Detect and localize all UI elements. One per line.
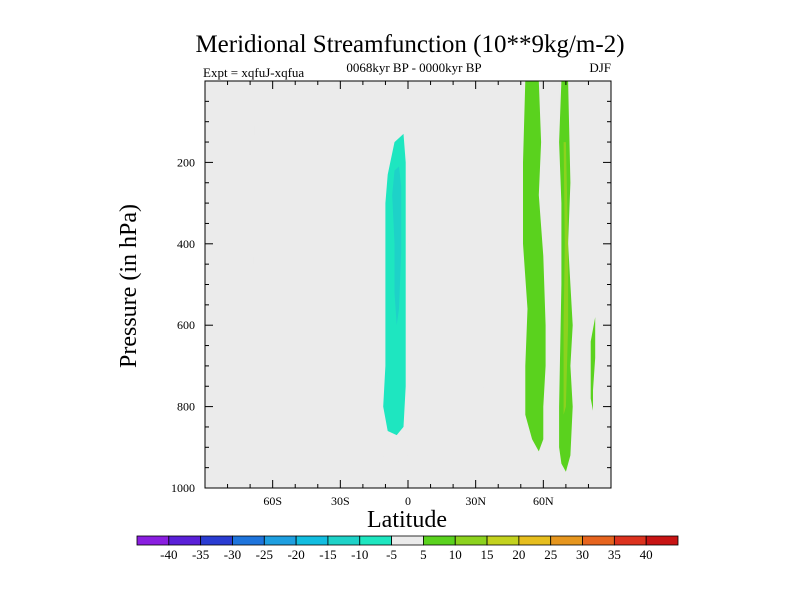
colorbar-label: 20 <box>512 547 525 562</box>
tick-labels: 60S 30S 0 30N 60N 200 400 600 800 1000 <box>171 155 554 508</box>
colorbar-label: 10 <box>449 547 462 562</box>
colorbar-swatch <box>391 535 424 546</box>
colorbar-label: 35 <box>608 547 621 562</box>
colorbar-swatch <box>518 535 552 546</box>
contour-small-cell-30n-b <box>477 341 485 419</box>
colorbar-label: -40 <box>160 547 177 562</box>
colorbar-swatch <box>550 535 583 546</box>
colorbar: -40 -35 -30 -25 -20 -15 -10 -5 5 10 15 20 25 30 35 40 <box>136 535 679 562</box>
colorbar-label: -30 <box>224 547 241 562</box>
y-tick-label: 400 <box>177 237 195 251</box>
contour-small-cell-30n-a <box>464 345 474 411</box>
colorbar-label: -25 <box>256 547 273 562</box>
contour-upper-jet-column <box>419 81 436 138</box>
contour-northern-cell-right-core <box>563 142 569 415</box>
colorbar-swatch <box>168 535 202 546</box>
x-tick-label: 30S <box>331 494 350 508</box>
chart-title: Meridional Streamfunction (10**9kg/m-2) <box>195 31 624 58</box>
colorbar-label: 15 <box>481 547 494 562</box>
x-tick-label: 30N <box>465 494 486 508</box>
x-tick-label: 60S <box>263 494 282 508</box>
axes-ticks <box>204 80 612 489</box>
y-axis-label: Pressure (in hPa) <box>116 204 142 368</box>
contour-narrow-band-60s <box>253 81 257 436</box>
colorbar-swatch <box>613 535 647 546</box>
contour-regions <box>253 81 596 472</box>
colorbar-label: 30 <box>576 547 589 562</box>
colorbar-label: -10 <box>351 547 368 562</box>
colorbar-label: -5 <box>386 547 397 562</box>
colorbar-label: -20 <box>287 547 304 562</box>
colorbar-swatch <box>645 535 679 546</box>
background-gap-northern-cell-b <box>554 81 560 134</box>
colorbar-swatch <box>232 535 265 546</box>
colorbar-label: 5 <box>420 547 427 562</box>
colorbar-swatch <box>582 535 615 546</box>
colorbar-label: -35 <box>192 547 209 562</box>
background-gap-southern-cell <box>426 195 433 220</box>
colorbar-label: -15 <box>319 547 336 562</box>
contour-narrow-band-80n <box>590 317 596 411</box>
y-tick-label: 200 <box>177 155 195 169</box>
background-gap-northern-cell-a <box>545 81 553 147</box>
x-tick-label: 0 <box>405 494 411 508</box>
contour-southern-cell-inner <box>392 166 402 326</box>
colorbar-swatch <box>359 535 392 546</box>
y-tick-label: 600 <box>177 318 195 332</box>
y-tick-label: 800 <box>177 400 195 414</box>
colorbar-label: 25 <box>544 547 557 562</box>
colorbar-swatch <box>263 535 297 546</box>
colorbar-swatch <box>423 535 456 546</box>
x-axis-label: Latitude <box>367 507 447 533</box>
colorbar-swatch <box>136 535 170 546</box>
contour-northern-cell-outer <box>523 81 546 452</box>
colorbar-swatch <box>200 535 233 546</box>
colorbar-swatch <box>327 535 361 546</box>
y-tick-label: 1000 <box>171 481 195 495</box>
chart-subtitle: 0068kyr BP - 0000kyr BP <box>346 60 481 75</box>
experiment-label: Expt = xqfuJ-xqfua <box>203 65 304 80</box>
season-label: DJF <box>589 60 611 75</box>
x-tick-label: 60N <box>533 494 554 508</box>
colorbar-swatch <box>295 535 329 546</box>
colorbar-swatch <box>454 535 488 546</box>
colorbar-label: 40 <box>640 547 653 562</box>
colorbar-swatch <box>486 535 520 546</box>
